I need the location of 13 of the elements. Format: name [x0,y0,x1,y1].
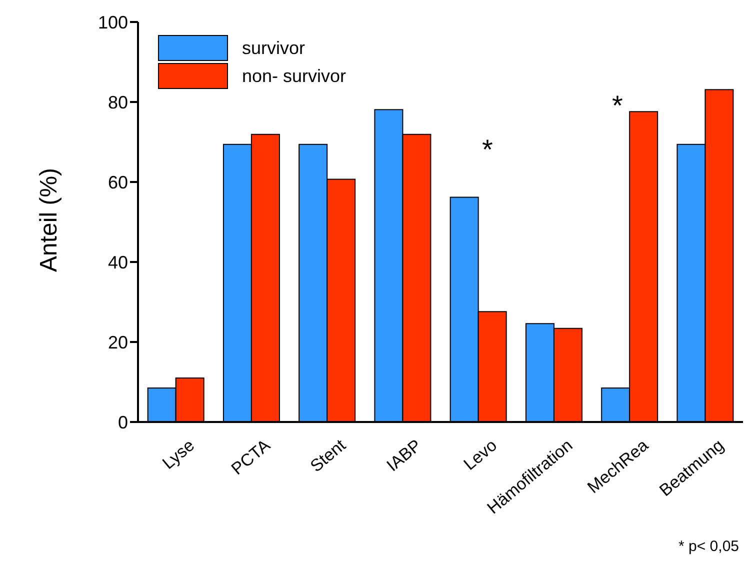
x-tick-label: Lyse [158,436,198,473]
y-tick-label: 60 [108,172,128,192]
legend-label: survivor [242,38,306,58]
y-tick-label: 0 [118,412,128,432]
y-tick-label: 100 [98,12,128,32]
y-axis-title: Anteil (%) [36,168,63,272]
annotation: * [612,90,623,121]
y-tick-label: 40 [108,252,128,272]
legend-label: non- survivor [242,66,346,86]
annotation: * [482,134,493,165]
y-tick-label: 20 [108,332,128,352]
y-tick-label: 80 [108,92,128,112]
text: * p< 0,05 [678,538,739,555]
